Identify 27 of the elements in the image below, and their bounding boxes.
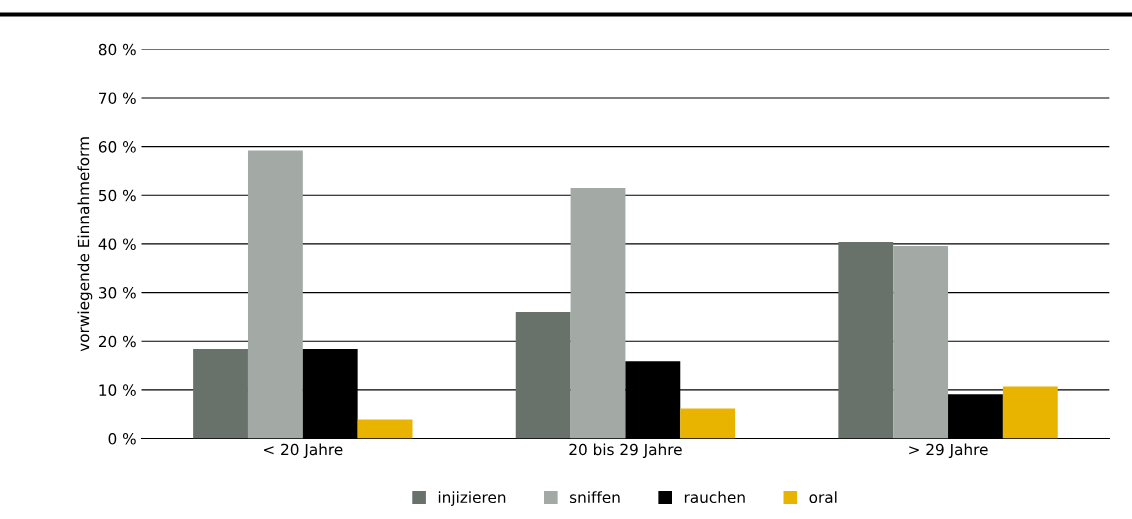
y-tick-label: 20 % (98, 335, 136, 348)
bar (247, 150, 303, 439)
bar (515, 312, 571, 439)
bar (570, 187, 626, 439)
y-tick-label: 70 % (99, 92, 136, 104)
bar (1002, 386, 1058, 439)
bar (893, 245, 949, 439)
legend-label: rauchen (684, 491, 745, 504)
bar (948, 394, 1003, 439)
bar (357, 419, 413, 439)
bar (193, 349, 248, 439)
x-tick-label: < 20 Jahre (264, 443, 343, 459)
legend-label: sniffen (569, 491, 620, 504)
x-tick-label: 20 bis 29 Jahre (569, 443, 682, 459)
y-tick-label: 10 % (99, 384, 136, 396)
y-tick-label: 80 % (98, 43, 136, 56)
y-tick-label: 60 % (98, 141, 136, 153)
legend-label: oral (809, 491, 837, 504)
bar (680, 408, 736, 439)
y-tick-label: 30 % (98, 287, 136, 299)
x-tick-label: > 29 Jahre (909, 443, 988, 459)
bar (838, 241, 894, 439)
y-axis-title: vorwiegende Einnahmeform (77, 137, 93, 352)
y-tick-label: 0 % (108, 433, 136, 445)
legend-label: injizieren (438, 491, 506, 507)
y-tick-label: 40 % (98, 238, 136, 250)
y-tick-label: 50 % (99, 189, 136, 202)
